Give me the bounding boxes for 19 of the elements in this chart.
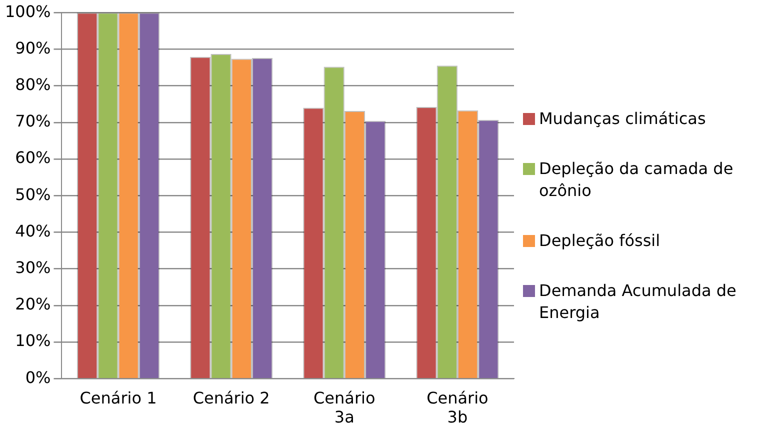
x-tick-label: Cenário 1 — [80, 388, 157, 408]
x-tick-label: Cenário 3b — [426, 388, 488, 427]
y-tick-label: 100% — [4, 2, 51, 21]
legend-label: Depleção fóssil — [539, 230, 660, 252]
y-tick-label: 30% — [15, 258, 51, 277]
legend-label: Demanda Acumulada de Energia — [539, 280, 738, 324]
y-tick-label: 0% — [25, 368, 51, 387]
legend-label: Depleção da camada de ozônio — [539, 158, 734, 202]
legend-label: Mudanças climáticas — [539, 108, 706, 130]
y-tick-label: 80% — [15, 74, 51, 94]
y-tick-label: 20% — [15, 294, 51, 314]
x-tick-label: Cenário 2 — [192, 388, 270, 408]
y-tick-label: 60% — [15, 148, 51, 168]
y-tick-label: 90% — [15, 38, 51, 58]
y-tick-label: 40% — [15, 221, 51, 240]
y-tick-label: 10% — [15, 331, 51, 350]
x-tick-label: Cenário 3a — [314, 388, 376, 427]
y-tick-label: 70% — [15, 112, 51, 131]
y-tick-label: 50% — [15, 184, 51, 204]
